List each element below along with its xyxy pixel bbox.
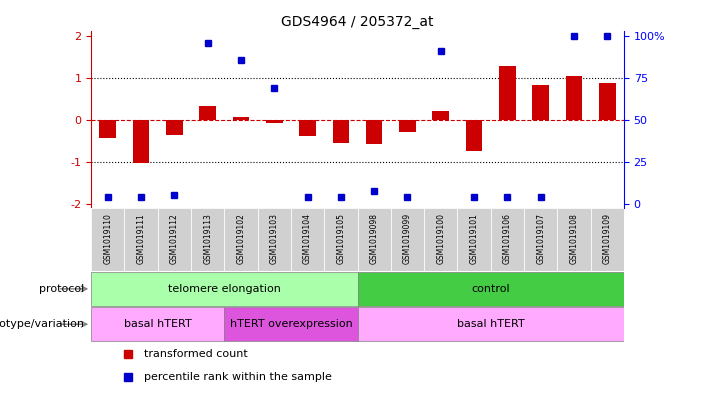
Text: GSM1019099: GSM1019099 [403,213,412,264]
Bar [91,272,358,306]
Bar [599,83,615,120]
Bar [166,120,183,134]
Text: GSM1019103: GSM1019103 [270,213,279,264]
Text: basal hTERT: basal hTERT [124,319,191,329]
Text: GSM1019110: GSM1019110 [103,213,112,264]
Text: GSM1019109: GSM1019109 [603,213,612,264]
Bar [399,120,416,132]
Text: control: control [471,284,510,294]
Text: GSM1019106: GSM1019106 [503,213,512,264]
Bar [433,110,449,120]
Bar [524,208,557,271]
Bar [91,208,125,271]
Bar [299,120,316,136]
Bar [465,120,482,151]
Bar [91,307,224,341]
Bar [125,208,158,271]
Bar [266,120,283,123]
Bar [566,75,583,120]
Text: GSM1019100: GSM1019100 [436,213,445,264]
Bar [358,208,391,271]
Bar [332,120,349,143]
Text: GSM1019112: GSM1019112 [170,213,179,264]
Text: transformed count: transformed count [144,349,248,359]
Text: GSM1019101: GSM1019101 [470,213,479,264]
Text: telomere elongation: telomere elongation [168,284,281,294]
Text: percentile rank within the sample: percentile rank within the sample [144,372,332,382]
Bar [324,208,358,271]
Text: GSM1019107: GSM1019107 [536,213,545,264]
Bar [291,208,324,271]
Text: GSM1019098: GSM1019098 [369,213,379,264]
Text: genotype/variation: genotype/variation [0,319,84,329]
Bar [100,120,116,138]
Bar [132,120,149,163]
Text: protocol: protocol [39,284,84,294]
Bar [224,208,258,271]
Bar [457,208,491,271]
Bar [224,307,358,341]
Bar [258,208,291,271]
Bar [358,307,624,341]
Bar [391,208,424,271]
Text: basal hTERT: basal hTERT [457,319,524,329]
Bar [191,208,224,271]
Text: GSM1019113: GSM1019113 [203,213,212,264]
Bar [557,208,591,271]
Bar [532,85,549,120]
Text: GSM1019105: GSM1019105 [336,213,346,264]
Bar [590,208,624,271]
Text: GSM1019108: GSM1019108 [569,213,578,264]
Bar [366,120,383,144]
Bar [158,208,191,271]
Title: GDS4964 / 205372_at: GDS4964 / 205372_at [281,15,434,29]
Text: GSM1019102: GSM1019102 [236,213,245,264]
Bar [233,117,250,120]
Text: GSM1019104: GSM1019104 [303,213,312,264]
Bar [199,107,216,120]
Bar [358,272,624,306]
Text: GSM1019111: GSM1019111 [137,213,146,264]
Bar [499,66,516,120]
Text: hTERT overexpression: hTERT overexpression [229,319,353,329]
Bar [491,208,524,271]
Bar [424,208,458,271]
